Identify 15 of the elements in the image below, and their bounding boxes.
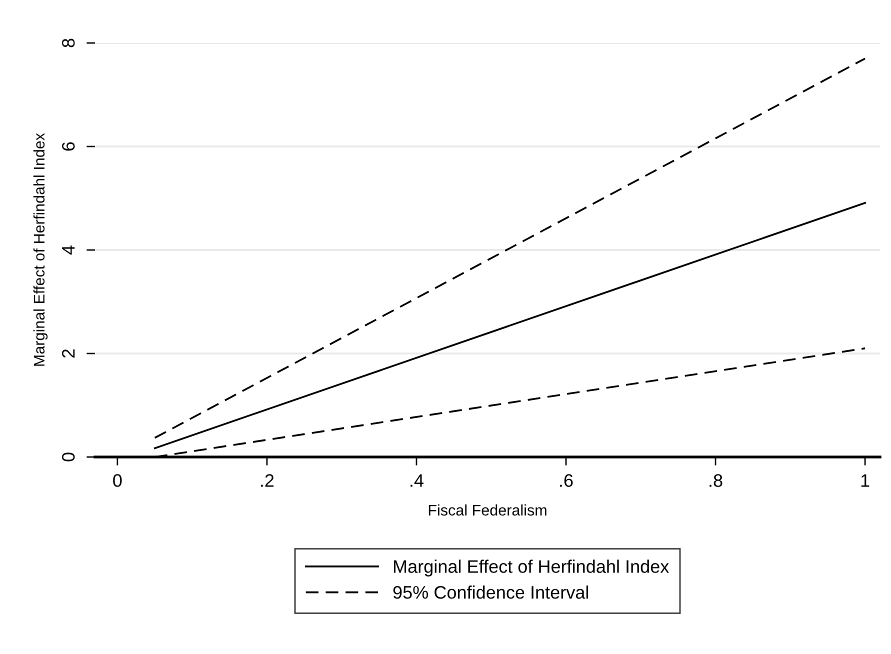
x-tick-label: 0: [113, 474, 122, 487]
x-tick-label: .8: [710, 474, 722, 487]
y-tick-label: 2: [62, 349, 75, 358]
x-tick-label: 1: [861, 474, 870, 487]
y-axis-title: Marginal Effect of Herfindahl Index: [33, 133, 48, 366]
y-tick-label: 6: [62, 142, 75, 151]
x-tick-label: .2: [261, 474, 274, 487]
x-axis-title: Fiscal Federalism: [428, 504, 546, 516]
x-tick-label: .6: [560, 474, 573, 487]
legend-label: Marginal Effect of Herfindahl Index: [394, 560, 669, 576]
y-tick-label: 4: [62, 246, 75, 255]
legend-label: 95% Confidence Interval: [393, 586, 588, 599]
y-tick-label: 0: [62, 452, 75, 462]
y-tick-label: 8: [62, 38, 75, 48]
x-tick-label: .4: [410, 474, 424, 487]
